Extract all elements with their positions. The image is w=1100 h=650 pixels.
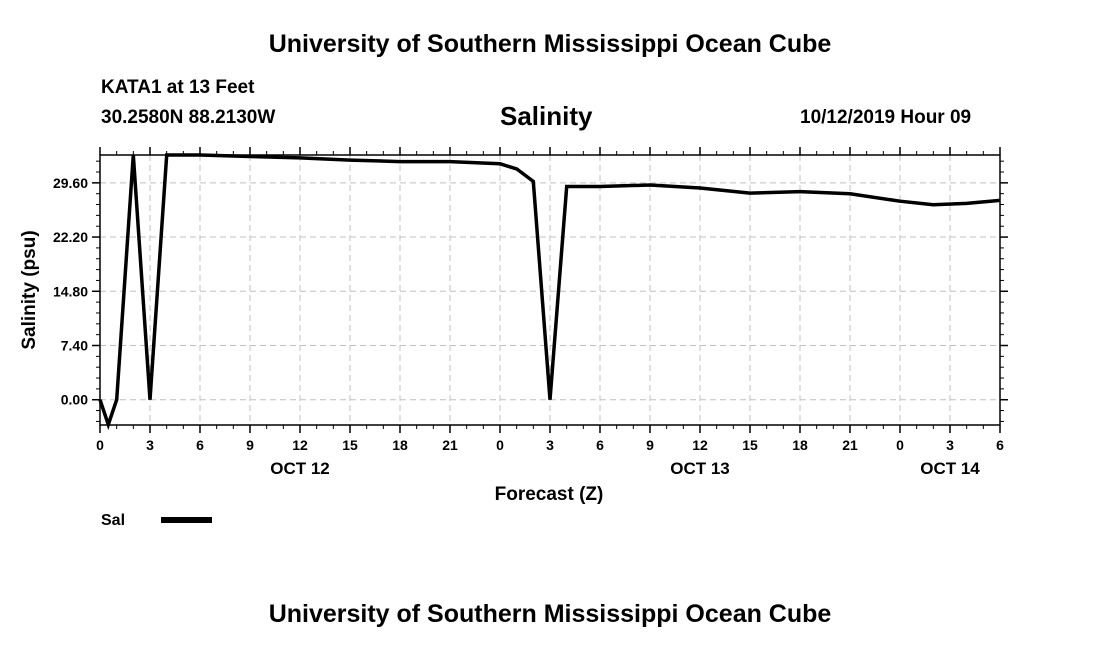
legend-label: Sal: [101, 512, 125, 529]
date-label: OCT 14: [920, 459, 980, 478]
x-tick-label: 21: [442, 437, 458, 453]
y-tick-label: 0.00: [61, 392, 88, 408]
x-tick-label: 18: [392, 437, 408, 453]
date-label: OCT 12: [270, 459, 330, 478]
x-tick-label: 0: [96, 437, 104, 453]
x-tick-label: 9: [246, 437, 254, 453]
x-tick-label: 6: [596, 437, 604, 453]
footer-title: University of Southern Mississippi Ocean…: [268, 600, 832, 628]
y-axis-label: Salinity (psu): [19, 230, 40, 349]
x-tick-label: 15: [342, 437, 358, 453]
forecast-datetime: 10/12/2019 Hour 09: [800, 107, 972, 128]
tick-labels: 0 3 6 9 12 15 18 21 0 3 6 9 12 15 18 21 0 3 6 OCT 12 OCT 13 O…: [53, 175, 1004, 478]
x-tick-label: 21: [842, 437, 858, 453]
salinity-line: [98, 153, 1001, 431]
chart-title: Salinity: [500, 101, 593, 131]
x-tick-label: 3: [146, 437, 154, 453]
x-tick-label: 3: [546, 437, 554, 453]
x-tick-label: 0: [496, 437, 504, 453]
y-tick-label: 29.60: [53, 175, 88, 191]
plot-frame: [99, 154, 1001, 426]
x-tick-label: 18: [792, 437, 808, 453]
grid: [100, 155, 1000, 425]
x-tick-label: 12: [692, 437, 708, 453]
station-label: KATA1 at 13 Feet: [101, 77, 255, 98]
x-tick-label: 12: [292, 437, 308, 453]
x-axis-label: Forecast (Z): [495, 484, 604, 505]
x-tick-label: 3: [946, 437, 954, 453]
x-tick-label: 6: [196, 437, 204, 453]
x-tick-label: 6: [996, 437, 1004, 453]
x-tick-label: 9: [646, 437, 654, 453]
date-label: OCT 13: [670, 459, 730, 478]
y-tick-label: 7.40: [61, 338, 88, 354]
coordinates-label: 30.2580N 88.2130W: [101, 107, 276, 128]
series: [98, 153, 1001, 431]
x-tick-label: 0: [896, 437, 904, 453]
y-tick-label: 14.80: [53, 283, 88, 299]
y-tick-label: 22.20: [53, 229, 88, 245]
x-tick-label: 15: [742, 437, 758, 453]
header-title: University of Southern Mississippi Ocean…: [268, 30, 832, 58]
